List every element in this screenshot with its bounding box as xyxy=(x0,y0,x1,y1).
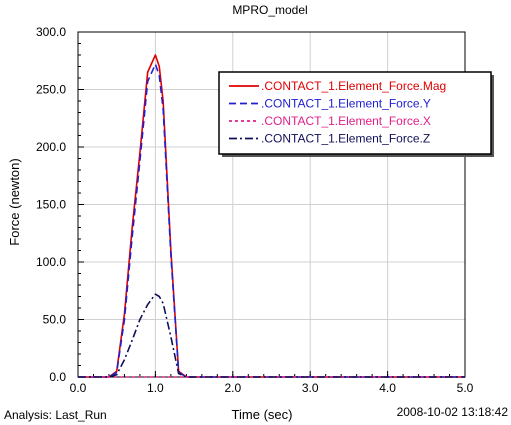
y-axis-label: Force (newton) xyxy=(7,158,22,245)
y-tick-label: 300.0 xyxy=(36,25,66,39)
series-line xyxy=(78,293,465,378)
y-tick-label: 100.0 xyxy=(36,255,66,269)
x-tick-label: 1.0 xyxy=(147,381,164,395)
legend-label: .CONTACT_1.Element_Force.X xyxy=(261,114,431,128)
legend-label: .CONTACT_1.Element_Force.Y xyxy=(261,97,431,111)
y-tick-label: 150.0 xyxy=(36,198,66,212)
timestamp: 2008-10-02 13:18:42 xyxy=(397,405,509,419)
x-tick-label: 5.0 xyxy=(457,381,474,395)
y-tick-label: 250.0 xyxy=(36,83,66,97)
x-axis-label: Time (sec) xyxy=(232,407,293,422)
x-tick-label: 2.0 xyxy=(224,381,241,395)
chart-title: MPRO_model xyxy=(232,3,307,17)
series-line xyxy=(78,63,465,378)
y-tick-label: 0.0 xyxy=(49,370,66,384)
plot-series xyxy=(78,54,465,378)
x-tick-label: 4.0 xyxy=(379,381,396,395)
y-tick-label: 50.0 xyxy=(43,313,67,327)
legend-label: .CONTACT_1.Element_Force.Z xyxy=(261,132,430,146)
legend-label: .CONTACT_1.Element_Force.Mag xyxy=(261,79,446,93)
x-tick-label: 3.0 xyxy=(302,381,319,395)
legend: .CONTACT_1.Element_Force.Mag .CONTACT_1.E… xyxy=(218,71,494,157)
analysis-label: Analysis: Last_Run xyxy=(4,408,107,422)
y-tick-label: 200.0 xyxy=(36,140,66,154)
legend-box xyxy=(218,71,492,155)
axes: 0.0 1.0 2.0 3.0 4.0 5.0 0.0 50.0 100.0 150.0 200.0… xyxy=(36,25,474,395)
x-tick-label: 0.0 xyxy=(70,381,87,395)
